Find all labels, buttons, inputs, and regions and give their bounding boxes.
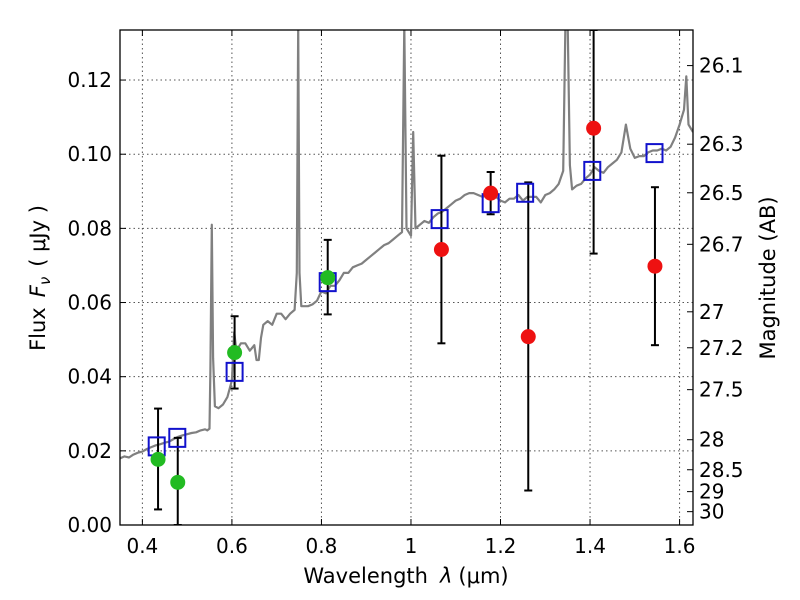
- grid: [120, 30, 693, 525]
- model-square-point: [225, 361, 244, 382]
- y2-axis-label: Magnitude (AB): [756, 196, 780, 359]
- x-tick-label: 0.8: [306, 534, 338, 558]
- mag-tick-label: 30: [699, 500, 724, 524]
- y-tick-label: 0.12: [67, 68, 112, 92]
- x-tick-label: 1.2: [485, 534, 517, 558]
- mag-tick-label: 29: [699, 480, 724, 504]
- green-data-point: [170, 474, 186, 490]
- green-data-point: [150, 451, 166, 467]
- x-tick-label: 1.6: [664, 534, 696, 558]
- spectrum-line: [120, 30, 693, 460]
- y-tick-label: 0.02: [67, 439, 112, 463]
- model-square-point: [583, 160, 602, 181]
- mag-tick-label: 27: [699, 300, 724, 324]
- model-square-point: [168, 427, 187, 448]
- x-tick-label: 1: [405, 534, 418, 558]
- y-tick-label: 0.06: [67, 291, 112, 315]
- mag-tick-label: 27.2: [699, 336, 744, 360]
- y-tick-label: 0.08: [67, 216, 112, 240]
- mag-tick-label: 26.3: [699, 132, 744, 156]
- model-square-point: [516, 182, 535, 203]
- y-axis-label: FluxFν( μJy ): [26, 205, 54, 351]
- x-axis-label: Wavelength λ (μm): [303, 564, 508, 588]
- y-tick-label: 0.10: [67, 142, 112, 166]
- x-tick-label: 0.4: [126, 534, 158, 558]
- model-square-point: [645, 143, 664, 164]
- x-tick-label: 0.6: [216, 534, 248, 558]
- mag-tick-label: 26.5: [699, 181, 744, 205]
- mag-tick-label: 26.1: [699, 54, 744, 78]
- red-data-point: [520, 329, 536, 345]
- green-data-point: [227, 345, 243, 361]
- plot-data: [120, 30, 693, 525]
- spectrum-series: [120, 30, 693, 460]
- axis-ticks: 0.4 0.6 0.8 1 1.2 1.4 1.6 0.00 0.02 0.04 0.06 0.08 0…: [67, 30, 744, 558]
- red-data-point: [647, 258, 663, 274]
- mag-tick-label: 28: [699, 428, 724, 452]
- mag-tick-label: 28.5: [699, 458, 744, 482]
- green-data-point: [320, 270, 336, 286]
- red-data-point: [586, 120, 602, 136]
- red-data-point: [483, 185, 499, 201]
- y-tick-label: 0.00: [67, 513, 112, 537]
- plot-frame: [119, 29, 694, 526]
- mag-tick-label: 26.7: [699, 232, 744, 256]
- mag-tick-label: 27.5: [699, 378, 744, 402]
- red-data-point: [433, 242, 449, 258]
- x-tick-label: 1.4: [574, 534, 606, 558]
- model-square-point: [430, 209, 449, 230]
- y-tick-label: 0.04: [67, 365, 112, 389]
- photometry-series: [150, 120, 663, 490]
